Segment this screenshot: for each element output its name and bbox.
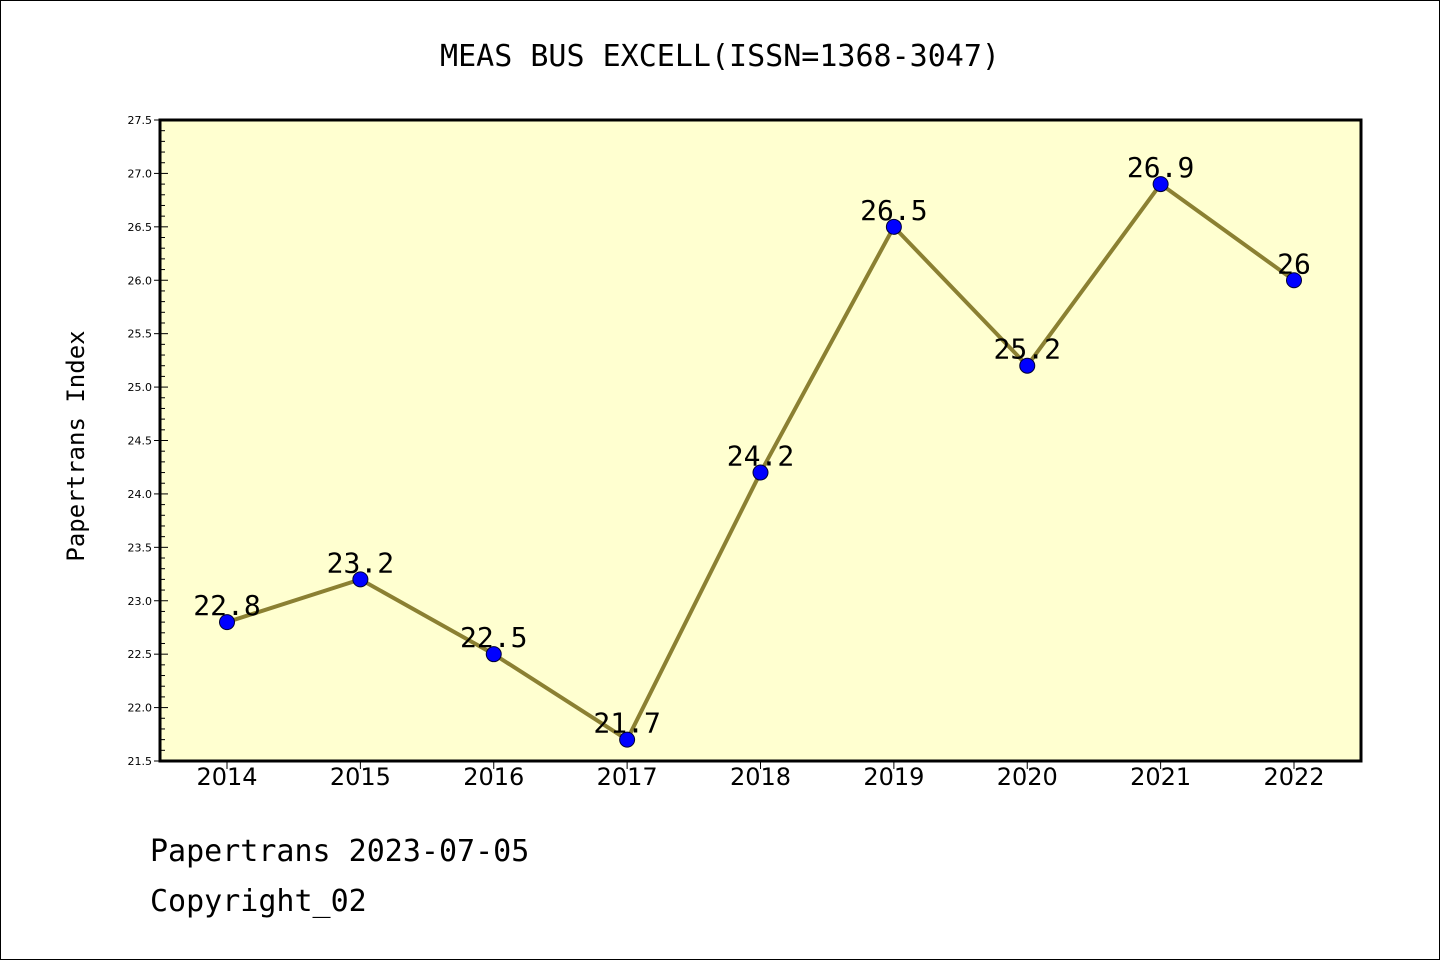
x-tick-label: 2014: [196, 763, 257, 791]
y-tick-label: 25.5: [128, 328, 153, 341]
data-label: 24.2: [727, 440, 794, 473]
data-label: 26.9: [1127, 151, 1194, 184]
plot-border: [158, 118, 1363, 763]
x-tick-label: 2021: [1130, 763, 1191, 791]
data-label: 23.2: [327, 546, 394, 579]
y-tick-label: 23.0: [128, 595, 153, 608]
y-tick-label: 22.0: [128, 702, 153, 715]
data-point: [619, 731, 636, 748]
x-tick-label: 2016: [463, 763, 524, 791]
copyright-text: Copyright_02: [150, 884, 367, 919]
x-tick-label: 2015: [330, 763, 391, 791]
y-tick-label: 24.0: [128, 488, 153, 501]
x-tick-label: 2017: [597, 763, 658, 791]
data-label: 21.7: [593, 707, 660, 740]
data-point: [485, 646, 502, 663]
data-label: 25.2: [994, 333, 1061, 366]
source-date-text: Papertrans 2023-07-05: [150, 834, 530, 869]
y-tick-label: 26.5: [128, 221, 153, 234]
data-point: [1019, 357, 1036, 374]
x-tick-label: 2018: [730, 763, 791, 791]
y-tick-label: 21.5: [128, 755, 153, 768]
y-tick-label: 23.5: [128, 541, 153, 554]
plot-area: [160, 120, 1361, 761]
y-tick-label: 22.5: [128, 648, 153, 661]
y-tick-label: 25.0: [128, 381, 153, 394]
data-label: 26.5: [860, 194, 927, 227]
data-point: [885, 218, 902, 235]
x-axis: 2014 2015 2016 2017 2018 2019 2020 2021 2022: [196, 761, 1325, 791]
data-label: 26: [1277, 247, 1311, 280]
data-point: [752, 464, 769, 481]
chart-title: MEAS BUS EXCELL(ISSN=1368-3047): [440, 39, 1000, 74]
y-tick-label: 24.5: [128, 435, 153, 448]
data-point: [1286, 272, 1302, 289]
data-label: 22.5: [460, 621, 527, 654]
y-tick-label: 26.0: [128, 274, 153, 287]
y-axis-label: Papertrans Index: [62, 330, 90, 561]
y-tick-label: 27.5: [128, 114, 153, 127]
series-papertrans-index: 22.8 23.2 22.5 21.7 24.2 26.5 25.2 26.9 26: [193, 151, 1311, 748]
data-point: [219, 614, 235, 631]
x-tick-label: 2020: [997, 763, 1058, 791]
data-point: [352, 571, 369, 588]
x-tick-label: 2022: [1263, 763, 1324, 791]
data-point: [1152, 176, 1169, 193]
x-tick-label: 2019: [863, 763, 924, 791]
y-tick-label: 27.0: [128, 167, 153, 180]
data-label: 22.8: [193, 589, 260, 622]
